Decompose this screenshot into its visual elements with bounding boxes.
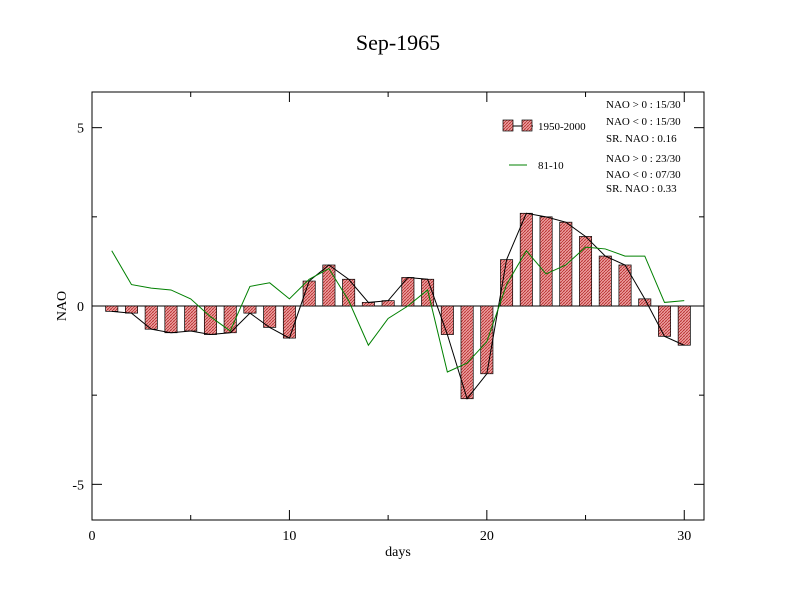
bar-day-29 [658, 305, 671, 337]
bar-day-22 [519, 212, 533, 307]
series-line-81-10 [111, 246, 685, 373]
annotation-sr-nao-1: SR. NAO : 0.16 [606, 133, 677, 145]
y-tick-label: -5 [72, 478, 84, 493]
annotation-nao-pos-2: NAO > 0 : 23/30 [606, 153, 681, 165]
x-axis-label: days [385, 545, 411, 560]
bar-day-4 [164, 305, 178, 334]
annotation-nao-neg-2: NAO < 0 : 07/30 [606, 169, 681, 181]
bar-day-26 [598, 255, 612, 307]
legend-label-1950-2000: 1950-2000 [538, 121, 586, 133]
annotation-set-81-10: NAO > 0 : 23/30 NAO < 0 : 07/30 SR. NAO … [606, 153, 681, 195]
bar-day-1 [105, 305, 119, 312]
annotation-set-1950-2000: NAO > 0 : 15/30 NAO < 0 : 15/30 SR. NAO … [606, 99, 681, 145]
y-tick-label: 5 [77, 122, 84, 137]
y-axis-label: NAO [55, 291, 70, 321]
bar-day-10 [282, 305, 296, 339]
series-line-1950-2000 [111, 212, 685, 400]
bar-day-18 [440, 305, 454, 335]
x-tick-label: 10 [282, 529, 296, 544]
annotation-nao-pos-1: NAO > 0 : 15/30 [606, 99, 681, 111]
bar-day-23 [539, 216, 553, 307]
bar-day-20 [480, 305, 494, 375]
x-tick-label: 0 [89, 529, 96, 544]
chart-title: Sep-1965 [356, 30, 440, 55]
annotation-nao-neg-1: NAO < 0 : 15/30 [606, 116, 681, 128]
x-tick-label: 30 [677, 529, 691, 544]
bar-day-13 [342, 278, 356, 307]
bar-day-8 [243, 305, 257, 314]
y-tick-label: 0 [77, 300, 84, 315]
bar-day-5 [184, 305, 198, 332]
bar-day-14 [361, 302, 375, 307]
bar-day-24 [559, 221, 573, 307]
bar-day-27 [618, 264, 632, 307]
legend-swatch-1950-2000-a [502, 119, 514, 132]
annotation-sr-nao-2: SR. NAO : 0.33 [606, 183, 677, 195]
legend-swatch-1950-2000-b [521, 119, 533, 132]
x-tick-label: 20 [480, 529, 494, 544]
bar-day-30 [677, 305, 691, 346]
bar-day-2 [125, 305, 138, 314]
legend-label-81-10: 81-10 [538, 160, 564, 172]
legend: 1950-2000 81-10 [502, 119, 586, 172]
